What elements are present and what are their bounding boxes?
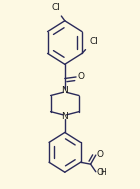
Text: N: N bbox=[61, 86, 68, 95]
Text: O: O bbox=[77, 72, 84, 81]
Text: O: O bbox=[96, 150, 103, 159]
Text: H: H bbox=[100, 168, 106, 177]
Text: N: N bbox=[61, 112, 68, 121]
Text: Cl: Cl bbox=[90, 37, 99, 46]
Text: Cl: Cl bbox=[52, 3, 61, 12]
Text: O: O bbox=[96, 168, 103, 177]
